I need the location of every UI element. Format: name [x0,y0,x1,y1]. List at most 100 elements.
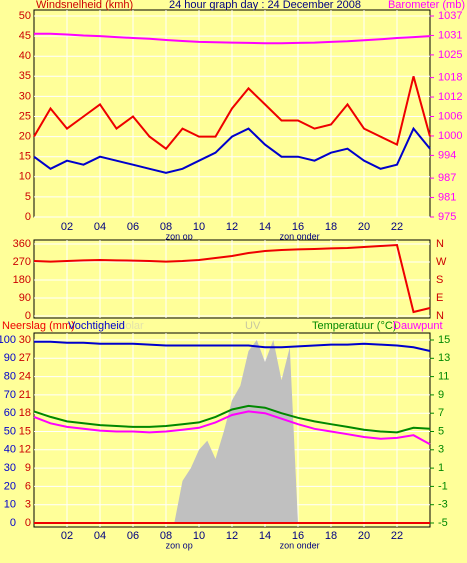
y-tick-label: 0 [25,211,31,223]
y-tick-label: 90 [19,292,31,304]
y2-axis-label: Barometer (mb) [388,0,465,11]
x-tick-label: 22 [391,221,403,233]
x-tick-label: 22 [391,530,403,542]
y2-tick-label: 13 [438,352,450,364]
y2-tick-label: 987 [438,172,456,184]
y-tick-label: 20 [4,480,16,492]
line [33,76,431,151]
line [33,410,431,446]
y-tick-label: 70 [4,389,16,401]
y-axis-label: Windsnelheid (kmh) [36,0,133,11]
line [33,243,431,314]
y-tick-label: 40 [4,444,16,456]
y2-tick-label: 11 [438,371,449,383]
x-tick-label: 14 [259,221,271,233]
y2-tick-label: -1 [438,480,448,492]
legend-label: Solar [118,320,144,332]
x-tick-label: 08 [160,530,172,542]
direction-label: E [436,292,443,304]
y-tick-label: 5 [25,191,31,203]
y-tick-label: 40 [19,50,31,62]
y3-tick-label: 0 [25,517,31,529]
y-tick-label: 0 [25,310,31,322]
x-tick-label: 18 [325,530,337,542]
y3-tick-label: 27 [19,352,31,364]
x-tick-label: 16 [292,221,304,233]
header-label: UV [245,320,261,332]
legend-label: Vochtigheid [68,320,125,332]
direction-label: S [436,274,443,286]
y3-tick-label: 30 [19,334,31,346]
y-tick-label: 270 [13,256,31,268]
y-tick-label: 90 [4,352,16,364]
y2-tick-label: 9 [438,389,444,401]
x-tick-label: 12 [226,221,238,233]
y-tick-label: 100 [0,334,16,346]
sun-annotation: zon op [166,231,193,241]
y3-tick-label: 6 [25,480,31,492]
line [33,126,431,174]
y-tick-label: 15 [19,151,31,163]
direction-label: N [436,310,444,322]
y2-tick-label: 15 [438,334,450,346]
y2-tick-label: 1012 [438,91,462,103]
y2-tick-label: 5 [438,425,444,437]
y-tick-label: 50 [19,10,31,22]
y-tick-label: 80 [4,371,16,383]
y2-tick-label: 975 [438,211,456,223]
y-tick-label: 20 [19,131,31,143]
y2-tick-label: -5 [438,517,448,529]
y-tick-label: 35 [19,70,31,82]
y-tick-label: 10 [19,171,31,183]
y2-tick-label: 3 [438,444,444,456]
x-tick-label: 08 [160,221,172,233]
legend-label: Temperatuur (°C) [312,320,396,332]
x-tick-label: 04 [94,221,106,233]
sun-annotation: zon onder [280,540,320,550]
x-tick-label: 06 [127,221,139,233]
line [34,340,431,352]
y-tick-label: 0 [10,517,16,529]
y2-tick-label: 1000 [438,130,462,142]
y2-tick-label: 1006 [438,110,462,122]
line [33,404,431,434]
y-tick-label: 50 [4,425,16,437]
y2-tick-label: 1 [438,462,444,474]
sun-annotation: zon op [166,540,193,550]
y2-tick-label: 1025 [438,49,462,61]
y2-tick-label: 1018 [438,72,462,84]
x-tick-label: 12 [226,530,238,542]
direction-label: W [436,256,447,268]
y3-tick-label: 24 [19,371,31,383]
area [174,340,298,523]
x-tick-label: 10 [193,530,205,542]
x-tick-label: 14 [259,530,271,542]
legend-label: Dauwpunt [393,320,443,332]
y2-tick-label: 994 [438,149,456,161]
y2-tick-label: -3 [438,499,448,511]
y-tick-label: 360 [13,238,31,250]
x-tick-label: 10 [193,221,205,233]
x-tick-label: 02 [61,530,73,542]
y-tick-label: 30 [19,90,31,102]
y-tick-label: 45 [19,30,31,42]
y3-tick-label: 12 [19,444,31,456]
x-tick-label: 02 [61,221,73,233]
y3-tick-label: 9 [25,462,31,474]
chart-title: 24 hour graph day : 24 December 2008 [169,0,361,11]
y2-tick-label: 981 [438,191,456,203]
x-tick-label: 20 [358,530,370,542]
y2-tick-label: 1037 [438,10,462,22]
y-tick-label: 10 [4,499,16,511]
x-tick-label: 06 [127,530,139,542]
y-tick-label: 180 [13,274,31,286]
y2-tick-label: 7 [438,407,444,419]
y3-tick-label: 21 [19,389,31,401]
y2-tick-label: 1031 [438,29,462,41]
y-tick-label: 60 [4,407,16,419]
legend-label: Neerslag (mm) [2,320,75,332]
y-tick-label: 25 [19,110,31,122]
x-tick-label: 04 [94,530,106,542]
x-tick-label: 20 [358,221,370,233]
